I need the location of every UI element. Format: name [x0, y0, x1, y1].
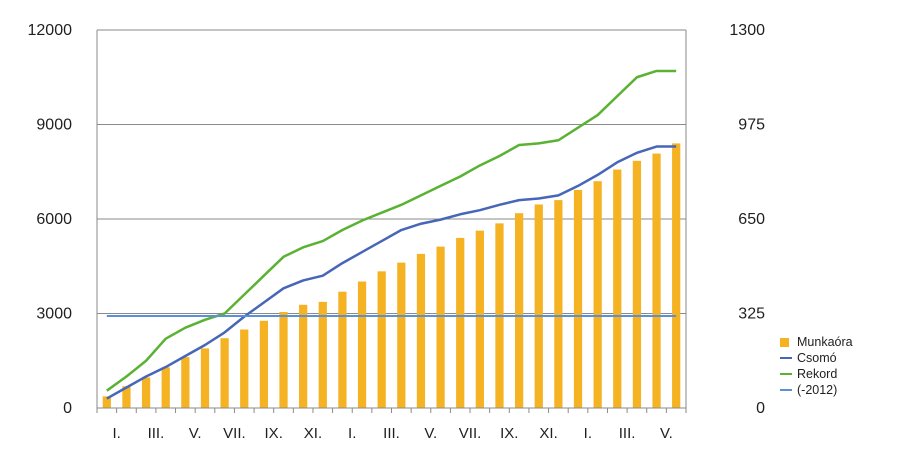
x-tick-label: I. — [348, 425, 356, 442]
right-axis-ticks: 0 325 650 975 1300 — [729, 22, 765, 417]
right-tick-label: 0 — [756, 400, 765, 417]
legend-label: Csomó — [797, 351, 837, 365]
bar — [377, 271, 386, 408]
bar — [672, 143, 681, 408]
gridlines — [97, 29, 686, 314]
bar — [357, 281, 367, 408]
x-tick-label: IX. — [265, 425, 283, 442]
x-tick-label: VII. — [459, 425, 482, 442]
x-tick-label: V. — [189, 425, 202, 442]
x-tick-label: III. — [383, 425, 400, 442]
line-series — [106, 69, 677, 400]
left-tick-label: 6000 — [36, 211, 72, 228]
bar — [200, 348, 210, 408]
bar — [240, 329, 249, 408]
bar — [652, 153, 661, 408]
x-axis-ticks: I. III. V. VII. IX. XI. I. III. V. VII. IX. XI. I. II… — [96, 408, 687, 442]
bar — [299, 304, 308, 408]
bar — [534, 204, 543, 408]
bar — [436, 246, 445, 408]
right-tick-label: 975 — [738, 117, 765, 134]
x-tick-label: VII. — [223, 425, 246, 442]
x-tick-label: I. — [112, 425, 120, 442]
legend-label: Rekord — [797, 367, 838, 381]
right-tick-label: 325 — [738, 306, 765, 323]
bar — [259, 320, 269, 408]
bar — [554, 200, 563, 408]
bar — [573, 189, 583, 408]
x-tick-label: III. — [619, 425, 636, 442]
bar — [416, 253, 426, 408]
x-tick-label: V. — [660, 425, 673, 442]
left-tick-label: 12000 — [28, 22, 73, 39]
legend: Munkaóra Csomó Rekord (-2012) — [780, 334, 853, 398]
bar — [593, 181, 602, 408]
legend-label: (-2012) — [797, 383, 838, 397]
left-axis-ticks: 0 3000 6000 9000 12000 — [28, 22, 73, 417]
series-line — [106, 69, 677, 392]
bar — [181, 357, 190, 408]
x-tick-label: V. — [424, 425, 437, 442]
legend-swatch-line — [780, 373, 792, 375]
x-tick-label: XI. — [304, 425, 322, 442]
bar — [456, 237, 465, 408]
legend-swatch-bar — [780, 337, 789, 347]
bar — [102, 396, 111, 408]
legend-item-csomo: Csomó — [780, 350, 853, 366]
bar — [220, 338, 229, 408]
left-tick-label: 9000 — [36, 117, 72, 134]
bar — [279, 312, 288, 408]
left-tick-label: 0 — [63, 400, 72, 417]
x-tick-label: I. — [584, 425, 592, 442]
legend-item-rekord: Rekord — [780, 366, 853, 382]
legend-label: Munkaóra — [797, 335, 853, 349]
bar — [397, 262, 406, 408]
right-tick-label: 650 — [738, 211, 765, 228]
x-tick-label: XI. — [539, 425, 557, 442]
bar — [632, 160, 642, 408]
bar — [475, 230, 484, 408]
legend-swatch-line — [780, 357, 792, 359]
left-tick-label: 3000 — [36, 306, 72, 323]
legend-swatch-line — [780, 389, 792, 391]
legend-item-munkaora: Munkaóra — [780, 334, 853, 350]
bar — [514, 213, 524, 408]
x-tick-label: III. — [148, 425, 165, 442]
right-tick-label: 1300 — [729, 22, 765, 39]
bar-series-munkaora — [102, 143, 681, 408]
bar — [318, 301, 327, 408]
x-tick-label: IX. — [500, 425, 518, 442]
bar — [613, 169, 622, 408]
bar — [338, 291, 347, 408]
bar — [141, 377, 151, 408]
series-line — [106, 145, 677, 400]
bar — [122, 386, 131, 408]
legend-item-2012: (-2012) — [780, 382, 853, 398]
bar — [161, 367, 170, 408]
